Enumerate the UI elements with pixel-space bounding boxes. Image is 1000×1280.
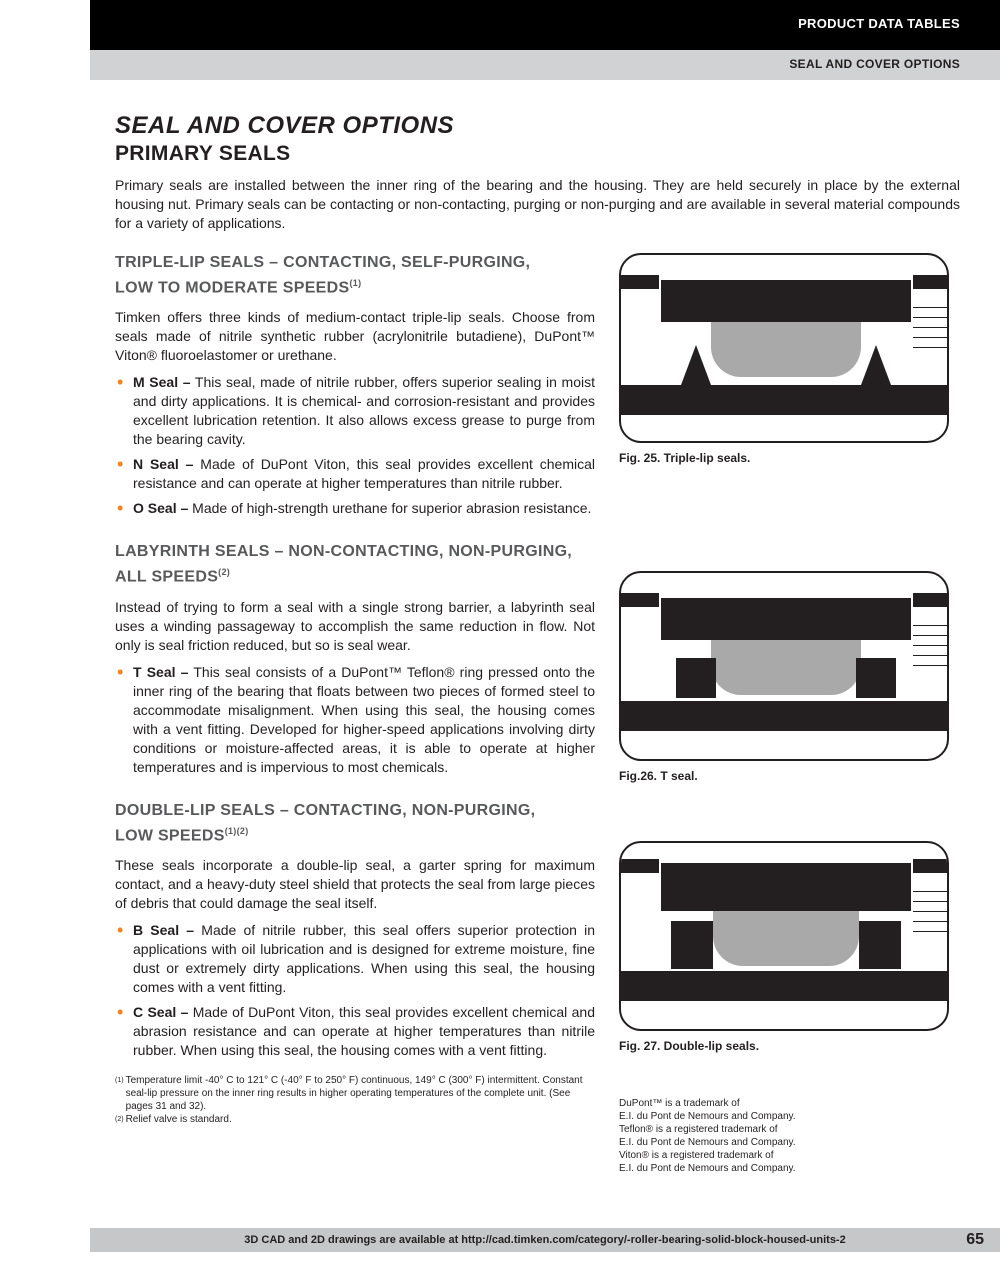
footer-text: 3D CAD and 2D drawings are available at … xyxy=(244,1234,845,1246)
section-head-double-lip: DOUBLE-LIP SEALS – CONTACTING, NON-PURGI… xyxy=(115,801,595,846)
list-item: T Seal – This seal consists of a DuPont™… xyxy=(115,663,595,777)
footnotes: (1)Temperature limit -40° C to 121° C (-… xyxy=(115,1074,595,1126)
list-item: O Seal – Made of high-strength urethane … xyxy=(115,499,595,518)
figure-26: Fig.26. T seal. xyxy=(619,571,949,783)
figure-25-caption: Fig. 25. Triple-lip seals. xyxy=(619,451,949,465)
figure-26-caption: Fig.26. T seal. xyxy=(619,769,949,783)
figure-25: Fig. 25. Triple-lip seals. xyxy=(619,253,949,465)
list-item: C Seal – Made of DuPont Viton, this seal… xyxy=(115,1003,595,1060)
figure-27: Fig. 27. Double-lip seals. xyxy=(619,841,949,1053)
left-column: TRIPLE-LIP SEALS – CONTACTING, SELF-PURG… xyxy=(115,253,595,1175)
page-number: 65 xyxy=(966,1231,984,1249)
page-title: SEAL AND COVER OPTIONS xyxy=(115,112,960,140)
list-item: M Seal – This seal, made of nitrile rubb… xyxy=(115,373,595,449)
page-subtitle: PRIMARY SEALS xyxy=(115,142,960,166)
list-item: B Seal – Made of nitrile rubber, this se… xyxy=(115,921,595,997)
figure-26-diagram xyxy=(619,571,949,761)
section-body-triple-lip: Timken offers three kinds of medium-cont… xyxy=(115,308,595,365)
bullets-labyrinth: T Seal – This seal consists of a DuPont™… xyxy=(115,663,595,777)
bullets-double-lip: B Seal – Made of nitrile rubber, this se… xyxy=(115,921,595,1060)
trademark-note: DuPont™ is a trademark of E.I. du Pont d… xyxy=(619,1097,949,1175)
list-item: N Seal – Made of DuPont Viton, this seal… xyxy=(115,455,595,493)
bullets-triple-lip: M Seal – This seal, made of nitrile rubb… xyxy=(115,373,595,518)
section-head-triple-lip: TRIPLE-LIP SEALS – CONTACTING, SELF-PURG… xyxy=(115,253,595,298)
right-column: Fig. 25. Triple-lip seals. xyxy=(619,253,949,1175)
section-head-labyrinth: LABYRINTH SEALS – NON-CONTACTING, NON-PU… xyxy=(115,542,595,587)
header-gray-bar: SEAL AND COVER OPTIONS xyxy=(90,50,1000,80)
intro-paragraph: Primary seals are installed between the … xyxy=(115,176,960,233)
figure-27-caption: Fig. 27. Double-lip seals. xyxy=(619,1039,949,1053)
footer-bar: 3D CAD and 2D drawings are available at … xyxy=(90,1228,1000,1252)
section-body-double-lip: These seals incorporate a double-lip sea… xyxy=(115,856,595,913)
figure-27-diagram xyxy=(619,841,949,1031)
figure-25-diagram xyxy=(619,253,949,443)
page-content: SEAL AND COVER OPTIONS PRIMARY SEALS Pri… xyxy=(0,80,1000,1175)
section-body-labyrinth: Instead of trying to form a seal with a … xyxy=(115,598,595,655)
header-black-bar: PRODUCT DATA TABLES xyxy=(90,0,1000,50)
